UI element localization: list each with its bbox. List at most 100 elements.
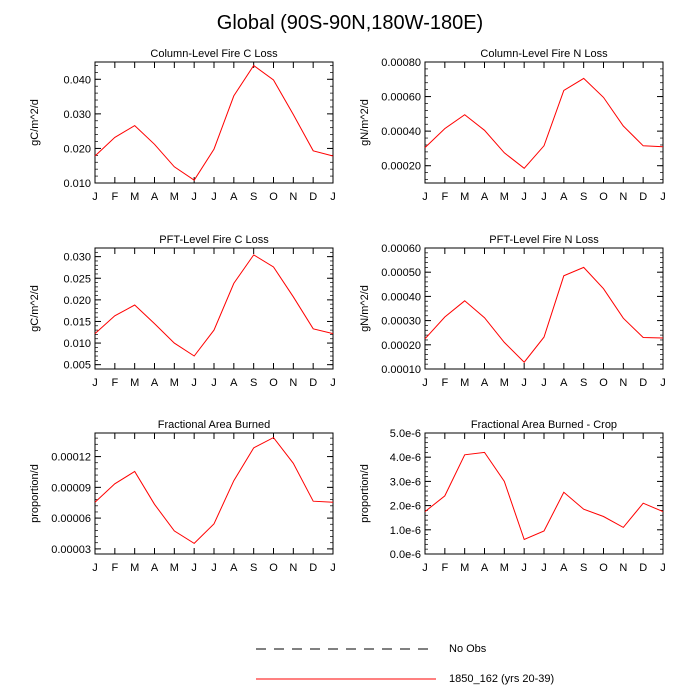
x-tick-label: M bbox=[170, 562, 179, 574]
x-tick-label: D bbox=[639, 191, 647, 203]
x-tick-label: M bbox=[500, 191, 509, 203]
x-tick-label: J bbox=[521, 562, 527, 574]
x-tick-label: F bbox=[441, 191, 448, 203]
y-axis-label: gN/m^2/d bbox=[359, 285, 371, 332]
x-tick-label: N bbox=[289, 191, 297, 203]
y-axis-label: gC/m^2/d bbox=[29, 99, 41, 146]
plot-frame bbox=[94, 432, 334, 555]
x-tick-label: J bbox=[660, 377, 666, 389]
y-tick-label: 0.00010 bbox=[381, 364, 421, 376]
x-tick-label: S bbox=[250, 562, 257, 574]
y-tick-label: 0.00080 bbox=[381, 57, 421, 69]
y-tick-label: 0.00020 bbox=[381, 161, 421, 173]
y-tick-label: 0.00030 bbox=[381, 316, 421, 328]
x-tick-label: O bbox=[269, 191, 278, 203]
chart-title: Fractional Area Burned bbox=[158, 419, 271, 431]
x-tick-label: M bbox=[460, 377, 469, 389]
y-axis-label: gC/m^2/d bbox=[29, 285, 41, 332]
figure-title: Global (90S-90N,180W-180E) bbox=[216, 12, 484, 34]
x-tick-label: N bbox=[619, 377, 627, 389]
chart-title: Column-Level Fire N Loss bbox=[480, 48, 608, 60]
x-tick-label: F bbox=[111, 191, 118, 203]
y-tick-label: 0.0e-6 bbox=[390, 549, 421, 561]
y-axis-label: proportion/d bbox=[29, 464, 41, 523]
y-tick-label: 3.0e-6 bbox=[390, 476, 421, 488]
y-tick-label: 0.030 bbox=[63, 109, 91, 121]
x-tick-label: A bbox=[481, 191, 489, 203]
x-tick-label: N bbox=[289, 562, 297, 574]
x-tick-label: J bbox=[422, 377, 428, 389]
x-tick-label: J bbox=[660, 562, 666, 574]
x-tick-label: J bbox=[211, 377, 217, 389]
x-tick-label: A bbox=[230, 191, 238, 203]
x-tick-label: N bbox=[619, 191, 627, 203]
plot-frame bbox=[424, 247, 664, 370]
y-tick-label: 0.020 bbox=[63, 295, 91, 307]
x-tick-label: J bbox=[422, 562, 428, 574]
x-tick-label: O bbox=[599, 562, 608, 574]
series-line bbox=[424, 451, 664, 541]
series-line bbox=[94, 64, 334, 181]
x-tick-label: J bbox=[92, 377, 98, 389]
y-tick-label: 0.00040 bbox=[381, 291, 421, 303]
y-tick-label: 0.005 bbox=[63, 360, 91, 372]
y-tick-label: 0.015 bbox=[63, 316, 91, 328]
y-tick-label: 0.020 bbox=[63, 143, 91, 155]
y-tick-label: 0.00040 bbox=[381, 126, 421, 138]
y-tick-label: 0.030 bbox=[63, 252, 91, 264]
x-tick-label: A bbox=[151, 191, 159, 203]
y-tick-label: 0.00050 bbox=[381, 267, 421, 279]
plot-frame bbox=[94, 247, 334, 370]
legend-series-label: 1850_162 (yrs 20-39) bbox=[449, 673, 555, 685]
series-line bbox=[424, 266, 664, 363]
x-tick-label: J bbox=[191, 562, 197, 574]
x-tick-label: O bbox=[599, 191, 608, 203]
x-tick-label: S bbox=[250, 191, 257, 203]
x-tick-label: S bbox=[580, 377, 587, 389]
x-tick-label: J bbox=[330, 562, 336, 574]
x-tick-label: A bbox=[481, 377, 489, 389]
y-tick-label: 0.00006 bbox=[51, 513, 91, 525]
plot-frame bbox=[424, 432, 664, 555]
x-tick-label: M bbox=[130, 377, 139, 389]
x-tick-label: M bbox=[500, 377, 509, 389]
x-tick-label: F bbox=[111, 562, 118, 574]
x-tick-label: J bbox=[92, 191, 98, 203]
x-tick-label: N bbox=[619, 562, 627, 574]
x-tick-label: D bbox=[309, 377, 317, 389]
series-line bbox=[424, 77, 664, 169]
x-tick-label: J bbox=[330, 377, 336, 389]
y-tick-label: 0.025 bbox=[63, 273, 91, 285]
x-tick-label: A bbox=[151, 377, 159, 389]
x-tick-label: J bbox=[660, 191, 666, 203]
x-tick-label: J bbox=[211, 562, 217, 574]
x-tick-label: A bbox=[151, 562, 159, 574]
x-tick-label: J bbox=[211, 191, 217, 203]
y-tick-label: 0.00020 bbox=[381, 340, 421, 352]
x-tick-label: A bbox=[230, 562, 238, 574]
x-tick-label: A bbox=[481, 562, 489, 574]
y-tick-label: 0.00009 bbox=[51, 482, 91, 494]
x-tick-label: S bbox=[580, 562, 587, 574]
y-tick-label: 0.00003 bbox=[51, 544, 91, 556]
y-tick-label: 0.00060 bbox=[381, 243, 421, 255]
x-tick-label: A bbox=[560, 377, 568, 389]
y-axis-label: proportion/d bbox=[359, 464, 371, 523]
chart-title: Column-Level Fire C Loss bbox=[150, 48, 278, 60]
y-tick-label: 0.010 bbox=[63, 338, 91, 350]
chart-title: PFT-Level Fire C Loss bbox=[159, 234, 269, 246]
x-tick-label: O bbox=[269, 377, 278, 389]
y-tick-label: 0.00012 bbox=[51, 452, 91, 464]
x-tick-label: S bbox=[580, 191, 587, 203]
x-tick-label: J bbox=[521, 377, 527, 389]
y-tick-label: 0.040 bbox=[63, 74, 91, 86]
x-tick-label: F bbox=[441, 377, 448, 389]
series-line bbox=[94, 436, 334, 545]
x-tick-label: J bbox=[541, 562, 547, 574]
x-tick-label: J bbox=[330, 191, 336, 203]
